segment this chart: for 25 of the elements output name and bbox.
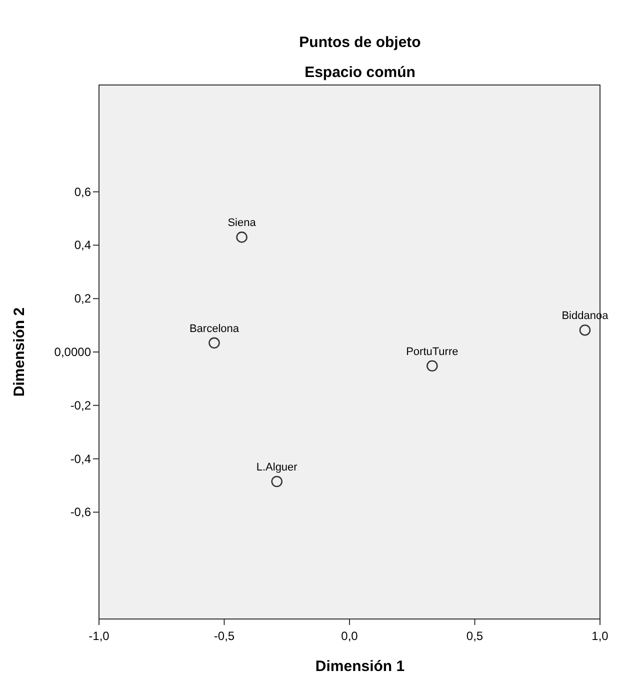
y-tick-label: 0,0000 bbox=[54, 345, 92, 359]
y-tick-label: 0,2 bbox=[74, 292, 92, 306]
y-tick-label: 0,6 bbox=[74, 184, 92, 199]
point bbox=[271, 476, 283, 488]
chart-subtitle: Espacio común bbox=[304, 64, 416, 81]
y-tick-label: -0,6 bbox=[70, 505, 92, 520]
point bbox=[426, 360, 438, 372]
annotation: Siena bbox=[228, 217, 257, 230]
chart-title: Puntos de objeto bbox=[299, 34, 421, 51]
annotation: Barcelona bbox=[189, 322, 240, 335]
x-axis-title: Dimensión 1 bbox=[315, 658, 405, 675]
x-tick-label: -1,0 bbox=[88, 629, 110, 643]
y-axis-title: Dimensión 2 bbox=[11, 307, 28, 397]
annotation: L.Alguer bbox=[256, 461, 298, 474]
y-tick-label: -0,4 bbox=[70, 452, 92, 466]
x-tick-label: 0,5 bbox=[466, 629, 484, 643]
x-tick-label: 0,0 bbox=[341, 629, 358, 643]
point bbox=[236, 232, 248, 243]
annotation: PortuTurre bbox=[406, 346, 458, 358]
x-tick-label: 1,0 bbox=[592, 629, 609, 643]
point bbox=[579, 324, 591, 336]
x-tick-label: -0,5 bbox=[214, 629, 235, 643]
y-tick-label: -0,2 bbox=[70, 398, 92, 412]
y-tick-label: 0,4 bbox=[74, 238, 92, 252]
point bbox=[208, 337, 220, 349]
